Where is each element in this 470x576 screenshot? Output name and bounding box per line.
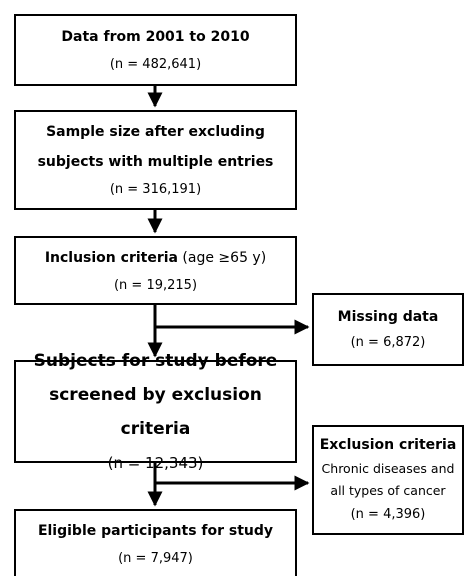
exclusion-count: (n = 4,396): [350, 507, 426, 522]
inclusion-count: (n = 19,215): [113, 277, 198, 293]
data-range-title: Data from 2001 to 2010: [61, 29, 250, 45]
inclusion-title: Inclusion criteria: [44, 249, 178, 266]
box-subjects-before-screening: Subjects for study before screened by ex…: [14, 351, 297, 472]
inclusion-title-line: Inclusion criteria (age ≥65 y): [45, 243, 266, 273]
inclusion-detail: (age ≥65 y): [177, 249, 267, 266]
exclusion-detail-2: all types of cancer: [330, 483, 446, 498]
eligible-title: Eligible participants for study: [37, 522, 274, 539]
box-eligible-participants: Eligible participants for study (n = 7,9…: [14, 509, 297, 576]
missing-count: (n = 6,872): [350, 334, 426, 350]
sample-size-title-2: subjects with multiple entries: [37, 154, 274, 170]
subjects-title-1: Subjects for study before: [33, 350, 278, 371]
box-data-range: Data from 2001 to 2010 (n = 482,641): [14, 14, 297, 86]
subjects-title-2: screened by exclusion criteria: [49, 384, 262, 439]
data-range-count: (n = 482,641): [109, 57, 202, 72]
subjects-count: (n = 12,343): [107, 453, 204, 472]
sample-size-count: (n = 316,191): [109, 182, 202, 197]
box-sample-size: Sample size after excluding subjects wit…: [14, 110, 297, 210]
missing-title: Missing data: [337, 308, 439, 325]
box-inclusion-criteria: Inclusion criteria (age ≥65 y) (n = 19,2…: [14, 236, 297, 305]
box-exclusion-criteria: Exclusion criteria Chronic diseases and …: [312, 425, 464, 535]
exclusion-title: Exclusion criteria: [319, 437, 457, 453]
box-missing-data: Missing data (n = 6,872): [312, 293, 464, 366]
exclusion-detail-1: Chronic diseases and: [321, 461, 455, 476]
sample-size-title-1: Sample size after excluding: [46, 124, 265, 140]
eligible-count: (n = 7,947): [118, 550, 193, 566]
